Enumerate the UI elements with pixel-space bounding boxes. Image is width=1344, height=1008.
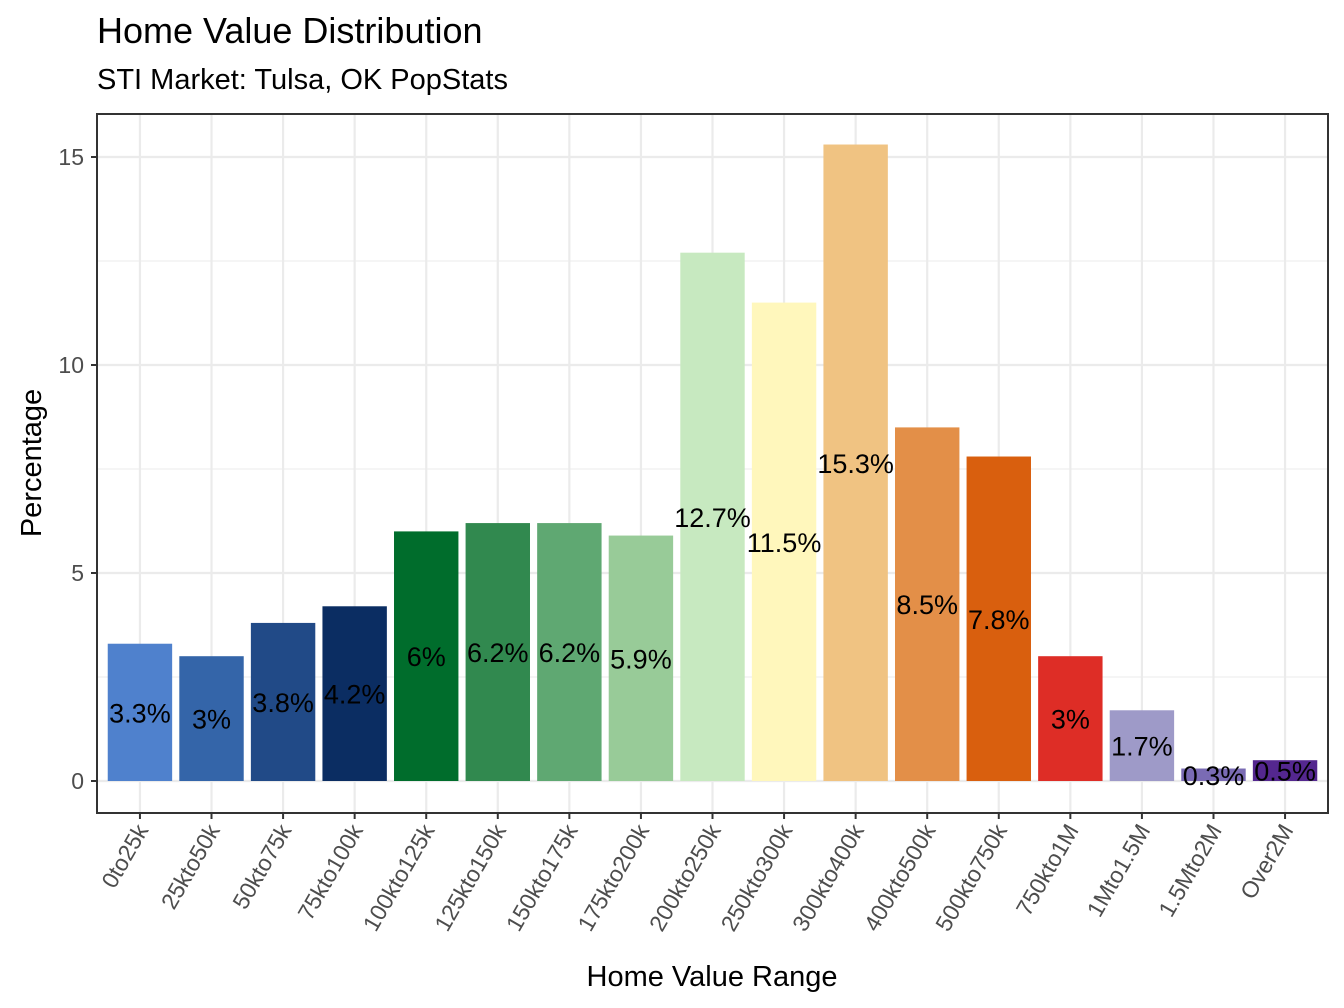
bar-75kto100k [322,606,387,781]
bar-750kto1M [1038,656,1103,781]
x-tick-label: 200kto250k [644,819,726,935]
x-tick-label: Over2M [1235,820,1298,904]
y-tick-label: 10 [58,352,84,378]
x-tick-label: 0to25k [96,819,153,892]
x-tick-label: 750kto1M [1011,820,1084,920]
data-label: 3.8% [252,688,314,718]
data-label: 0.5% [1254,757,1316,787]
x-tick-label: 75kto100k [292,819,368,924]
data-label: 4.2% [324,680,386,710]
x-tick-label: 50kto75k [227,819,296,913]
y-tick-label: 15 [58,144,84,170]
bar-0to25k [107,643,173,781]
x-tick-label: 125kto150k [429,819,511,935]
bar-1.5Mto2M [1181,768,1246,781]
y-tick-label: 0 [71,768,84,794]
bar-125kto150k [465,523,530,781]
bar-400kto500k [895,427,960,781]
x-tick-label: 300kto400k [787,819,869,935]
data-label: 3.3% [109,698,171,728]
bar-25kto50k [179,656,244,781]
x-tick-label: 1Mto1.5M [1082,820,1156,922]
x-tick-label: 100kto125k [358,819,440,935]
y-tick-label: 5 [71,560,84,586]
bar-250kto300k [751,302,817,781]
x-tick-label: 400kto500k [859,819,941,935]
data-label: 6% [407,642,446,672]
bar-175kto200k [608,535,674,781]
bar-1Mto1.5M [1109,710,1175,781]
bar-200kto250k [680,252,745,781]
x-tick-label: 150kto175k [501,819,583,935]
x-tick-label: 1.5Mto2M [1153,820,1227,922]
chart-title: Home Value Distribution [97,10,483,51]
bar-500kto750k [966,456,1031,781]
data-label: 6.2% [467,638,529,668]
chart-subtitle: STI Market: Tulsa, OK PopStats [97,64,508,96]
x-tick-label: 250kto300k [715,819,797,935]
data-label: 0.3% [1183,761,1245,791]
x-tick-label: 500kto750k [930,819,1012,935]
data-label: 12.7% [674,503,751,533]
data-label: 11.5% [747,528,822,558]
y-axis-label: Percentage [16,389,48,537]
x-axis-label: Home Value Range [587,961,838,993]
data-label: 7.8% [968,605,1030,635]
data-label: 3% [1051,705,1090,735]
bar-50kto75k [250,622,316,781]
x-tick-label: 25kto50k [156,819,225,913]
data-label: 15.3% [817,449,894,479]
bar-150kto175k [537,523,602,781]
data-label: 8.5% [896,590,958,620]
data-label: 3% [192,705,231,735]
data-label: 6.2% [539,638,601,668]
bar-100kto125k [394,531,459,781]
bar-Over2M [1252,760,1318,781]
bar-300kto400k [823,144,888,781]
data-label: 1.7% [1111,732,1173,762]
data-label: 5.9% [610,644,672,674]
x-tick-label: 175kto200k [572,819,654,935]
